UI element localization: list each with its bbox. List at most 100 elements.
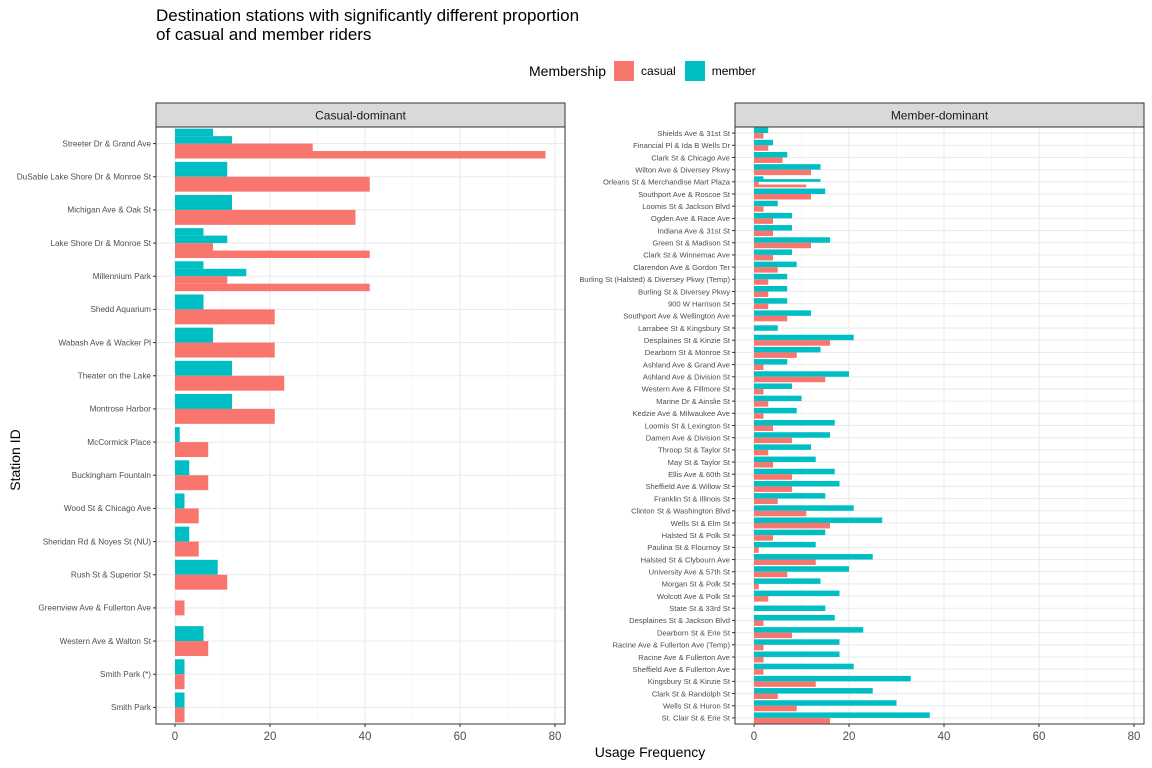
- panel-border-casual-dominant: [155, 126, 566, 725]
- bar-member-indiana-ave-31st-st: [754, 225, 792, 231]
- y-tick-label-smith-park: Smith Park (*): [100, 670, 151, 679]
- bar-member-racine-ave-fullerton-ave: [754, 651, 840, 657]
- bar-member-streeter-dr-grand-ave: [175, 136, 232, 144]
- bar-casual-burling-st-halsted-diversey-pkwy-temp: [754, 279, 769, 285]
- bar-casual-millennium-park: [175, 283, 370, 292]
- bar-casual-ashland-ave-grand-ave: [754, 364, 764, 371]
- bar-member-shedd-aquarium: [175, 294, 204, 310]
- bar-casual-franklin-st-illinois-st: [754, 498, 778, 505]
- y-tick-label-smith-park: Smith Park: [111, 703, 152, 712]
- bar-member-montrose-harbor: [175, 393, 232, 409]
- y-tick-label-desplaines-st-kinzie-st: Desplaines St & Kinzie St: [644, 336, 731, 345]
- bar-casual-clinton-st-washington-blvd: [754, 510, 807, 517]
- bar-casual-sheridan-rd-noyes-st-nu: [175, 541, 199, 557]
- bar-casual-marine-dr-ainslie-st: [754, 401, 769, 407]
- y-tick-label-clark-st-randolph-st: Clark St & Randolph St: [652, 689, 731, 698]
- bar-member-smith-park: [175, 692, 185, 708]
- bar-casual-desplaines-st-jackson-blvd: [754, 620, 764, 626]
- y-tick-label-morgan-st-polk-st: Morgan St & Polk St: [662, 580, 731, 589]
- x-tick-label-40: 40: [938, 731, 951, 743]
- y-tick-label-throop-st-taylor-st: Throop St & Taylor St: [658, 446, 731, 455]
- x-tick-label-80: 80: [1128, 731, 1141, 743]
- bar-member-dearborn-st-monroe-st: [754, 346, 821, 353]
- y-tick-label-western-ave-walton-st: Western Ave & Walton St: [60, 637, 152, 646]
- bar-member-buckingham-fountain: [175, 460, 190, 476]
- bar-casual-mccormick-place: [175, 442, 209, 458]
- y-tick-label-financial-pl-ida-b-wells-dr: Financial Pl & Ida B Wells Dr: [633, 141, 730, 150]
- bar-member-wabash-ave-wacker-pl: [175, 327, 213, 343]
- bar-casual-millennium-park: [175, 276, 228, 284]
- y-tick-label-greenview-ave-fullerton-ave: Greenview Ave & Fullerton Ave: [38, 604, 151, 613]
- y-tick-label-streeter-dr-grand-ave: Streeter Dr & Grand Ave: [62, 139, 151, 148]
- bar-casual-shields-ave-31st-st: [754, 133, 764, 139]
- y-tick-label-kingsbury-st-kinzie-st: Kingsbury St & Kinzie St: [648, 677, 731, 686]
- bar-member-franklin-st-illinois-st: [754, 493, 826, 499]
- y-tick-label-halsted-st-polk-st: Halsted St & Polk St: [662, 531, 731, 540]
- bar-member-lake-shore-dr-monroe-st: [175, 228, 204, 236]
- bar-casual-smith-park: [175, 674, 185, 690]
- bar-casual-smith-park: [175, 707, 185, 723]
- chart-title: Destination stations with significantly …: [156, 6, 676, 44]
- bar-member-may-st-taylor-st: [754, 456, 816, 463]
- bar-casual-dearborn-st-erie-st: [754, 632, 792, 639]
- bar-casual-900-w-harrison-st: [754, 303, 769, 310]
- bar-casual-theater-on-the-lake: [175, 375, 285, 391]
- bar-member-wilton-ave-diversey-pkwy: [754, 164, 821, 170]
- bar-member-ogden-ave-race-ave: [754, 212, 792, 219]
- y-tick-label-st-clair-st-erie-st: St. Clair St & Erie St: [662, 714, 731, 723]
- x-tick-label-0: 0: [172, 731, 178, 743]
- bar-member-university-ave-57th-st: [754, 566, 849, 572]
- y-tick-label-sheffield-ave-fullerton-ave: Sheffield Ave & Fullerton Ave: [632, 665, 730, 674]
- y-tick-label-clarendon-ave-gordon-ter: Clarendon Ave & Gordon Ter: [633, 263, 730, 272]
- bar-casual-lake-shore-dr-monroe-st: [175, 243, 213, 251]
- bar-member-halsted-st-clybourn-ave: [754, 554, 873, 560]
- bar-member-burling-st-diversey-pkwy: [754, 285, 788, 292]
- y-tick-label-dearborn-st-erie-st: Dearborn St & Erie St: [657, 628, 731, 637]
- legend-key-member: [684, 61, 705, 81]
- y-tick-label-sheridan-rd-noyes-st-nu: Sheridan Rd & Noyes St (NU): [43, 537, 152, 546]
- y-tick-label-clark-st-chicago-ave: Clark St & Chicago Ave: [651, 153, 730, 162]
- y-tick-label-damen-ave-division-st: Damen Ave & Division St: [646, 433, 731, 442]
- bar-member-clark-st-chicago-ave: [754, 151, 788, 158]
- y-tick-label-marine-dr-ainslie-st: Marine Dr & Ainslie St: [656, 397, 731, 406]
- bar-member-halsted-st-polk-st: [754, 529, 826, 536]
- bar-casual-burling-st-diversey-pkwy: [754, 291, 769, 297]
- bar-casual-damen-ave-division-st: [754, 437, 792, 444]
- facet-strip-label-member-dominant: Member-dominant: [891, 109, 989, 123]
- bar-casual-desplaines-st-kinzie-st: [754, 340, 830, 346]
- bar-member-clinton-st-washington-blvd: [754, 505, 854, 511]
- y-tick-label-burling-st-diversey-pkwy: Burling St & Diversey Pkwy: [638, 287, 730, 296]
- bar-member-millennium-park: [175, 268, 247, 277]
- bar-member-loomis-st-jackson-blvd: [754, 200, 778, 207]
- y-tick-label-dusable-lake-shore-dr-monroe-st: DuSable Lake Shore Dr & Monroe St: [17, 173, 152, 182]
- bar-casual-orleans-st-merchandise-mart-plaza: [754, 184, 807, 188]
- bar-casual-dusable-lake-shore-dr-monroe-st: [175, 176, 370, 192]
- y-tick-label-loomis-st-lexington-st: Loomis St & Lexington St: [645, 421, 731, 430]
- y-tick-label-theater-on-the-lake: Theater on the Lake: [78, 372, 152, 381]
- panel-background-casual-dominant: [156, 127, 565, 724]
- y-tick-label-racine-ave-fullerton-ave-temp: Racine Ave & Fullerton Ave (Temp): [613, 641, 731, 650]
- y-tick-label-indiana-ave-31st-st: Indiana Ave & 31st St: [658, 226, 731, 235]
- bar-member-dusable-lake-shore-dr-monroe-st: [175, 161, 228, 177]
- y-tick-label-ogden-ave-race-ave: Ogden Ave & Race Ave: [651, 214, 730, 223]
- bar-member-desplaines-st-jackson-blvd: [754, 614, 835, 621]
- bar-member-wells-st-huron-st: [754, 700, 897, 706]
- bar-member-southport-ave-roscoe-st: [754, 188, 826, 195]
- bar-casual-ashland-ave-division-st: [754, 376, 826, 383]
- y-tick-label-western-ave-fillmore-st: Western Ave & Fillmore St: [642, 385, 731, 394]
- y-tick-label-sheffield-ave-willow-st: Sheffield Ave & Willow St: [645, 482, 730, 491]
- legend: Membership casual member: [529, 60, 765, 82]
- bar-casual-racine-ave-fullerton-ave: [754, 656, 764, 663]
- bar-member-clark-st-winnemac-ave: [754, 249, 792, 255]
- x-tick-label-0: 0: [751, 731, 757, 743]
- bar-member-smith-park: [175, 659, 185, 675]
- bar-casual-green-st-madison-st: [754, 242, 811, 249]
- y-tick-label-larrabee-st-kingsbury-st: Larrabee St & Kingsbury St: [638, 324, 731, 333]
- y-tick-label-franklin-st-illinois-st: Franklin St & Illinois St: [654, 494, 731, 503]
- bar-casual-clark-st-winnemac-ave: [754, 254, 773, 261]
- y-tick-label-mccormick-place: McCormick Place: [87, 438, 151, 447]
- bar-casual-morgan-st-polk-st: [754, 583, 759, 590]
- bar-casual-may-st-taylor-st: [754, 462, 773, 468]
- bar-casual-wells-st-huron-st: [754, 705, 797, 712]
